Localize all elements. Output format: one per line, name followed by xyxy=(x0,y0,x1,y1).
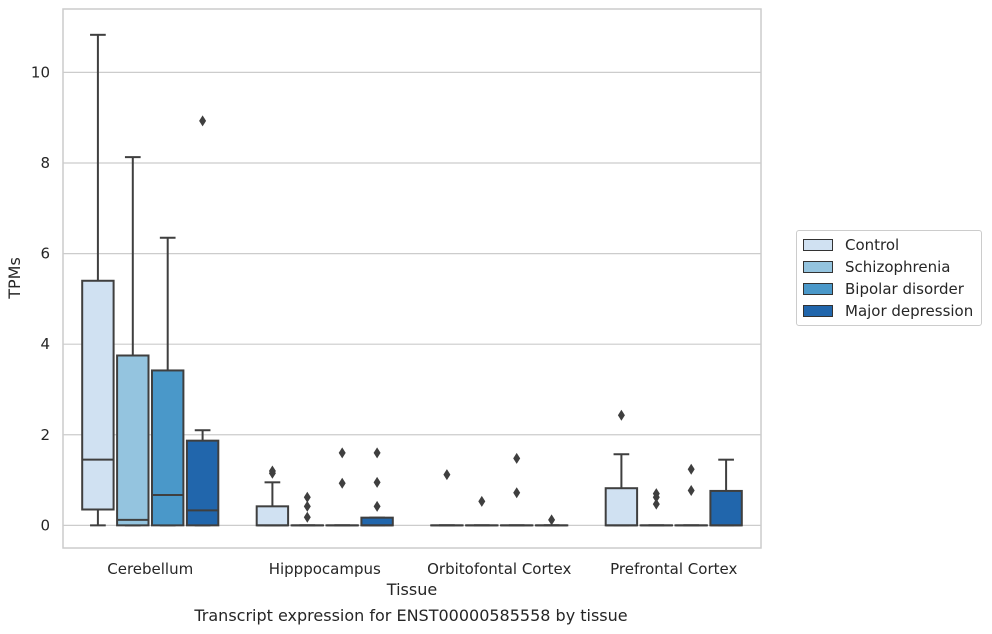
box-group xyxy=(709,458,743,527)
outlier-point xyxy=(548,514,556,526)
x-tick-label: Prefrontal Cortex xyxy=(610,560,737,578)
legend-swatch-control xyxy=(803,239,833,251)
legend-swatch-schizophrenia xyxy=(803,261,833,273)
box-group xyxy=(290,491,325,527)
outlier-point xyxy=(617,409,625,421)
x-tick-label: Hipppocampus xyxy=(269,560,381,578)
outlier-point xyxy=(373,476,381,488)
box-group xyxy=(639,488,674,527)
outlier-point xyxy=(513,487,521,499)
box-group xyxy=(534,514,569,527)
outlier-point xyxy=(303,500,311,512)
box xyxy=(185,439,220,527)
box-group xyxy=(81,33,115,527)
box-group xyxy=(116,156,150,527)
box xyxy=(81,279,115,511)
outlier-point xyxy=(373,500,381,512)
box-group xyxy=(360,447,394,527)
y-tick-label: 4 xyxy=(40,335,50,353)
outlier-point xyxy=(478,495,486,507)
box-group xyxy=(150,236,185,527)
box-group xyxy=(674,463,708,527)
y-tick-label: 10 xyxy=(31,63,50,81)
y-tick-label: 2 xyxy=(40,426,50,444)
legend-item-schizophrenia: Schizophrenia xyxy=(803,257,950,277)
outlier-point xyxy=(652,498,660,510)
outlier-point xyxy=(303,491,311,503)
box xyxy=(150,369,185,527)
legend-swatch-major-depression xyxy=(803,305,833,317)
box xyxy=(116,354,150,527)
legend-item-major-depression: Major depression xyxy=(803,301,973,321)
x-axis-label: Tissue xyxy=(386,580,437,599)
outlier-point xyxy=(513,452,521,464)
outlier-point xyxy=(443,469,451,481)
y-tick-label: 6 xyxy=(40,245,50,263)
y-tick-label: 0 xyxy=(40,516,50,534)
box xyxy=(604,487,639,527)
chart-caption: Transcript expression for ENST0000058555… xyxy=(194,606,628,625)
outlier-point xyxy=(268,465,276,477)
outlier-point xyxy=(652,488,660,500)
x-tick-label: Cerebellum xyxy=(107,560,193,578)
y-axis-label: TPMs xyxy=(5,257,24,300)
legend-item-bipolar-disorder: Bipolar disorder xyxy=(803,279,964,299)
box-group xyxy=(499,452,534,527)
outlier-point xyxy=(687,484,695,496)
legend-label-bipolar-disorder: Bipolar disorder xyxy=(845,280,964,298)
outlier-point xyxy=(338,447,346,459)
y-tick-label: 8 xyxy=(40,154,50,172)
legend-label-major-depression: Major depression xyxy=(845,302,974,320)
x-tick-label: Orbitofontal Cortex xyxy=(427,560,571,578)
legend: Control Schizophrenia Bipolar disorder M… xyxy=(796,230,982,326)
box-group xyxy=(185,115,220,527)
outlier-point xyxy=(303,511,311,523)
box xyxy=(255,505,290,527)
box-group xyxy=(465,495,499,527)
box-group xyxy=(604,409,639,527)
legend-swatch-bipolar-disorder xyxy=(803,283,833,295)
outlier-point xyxy=(338,477,346,489)
box-group xyxy=(430,469,464,527)
box xyxy=(360,516,394,527)
legend-item-control: Control xyxy=(803,235,899,255)
legend-label-schizophrenia: Schizophrenia xyxy=(845,258,951,276)
box-group xyxy=(255,465,290,527)
box-group xyxy=(325,447,359,527)
outlier-point xyxy=(687,463,695,475)
outlier-point xyxy=(199,115,207,127)
box xyxy=(709,489,743,527)
outlier-point xyxy=(373,447,381,459)
legend-label-control: Control xyxy=(845,236,900,254)
